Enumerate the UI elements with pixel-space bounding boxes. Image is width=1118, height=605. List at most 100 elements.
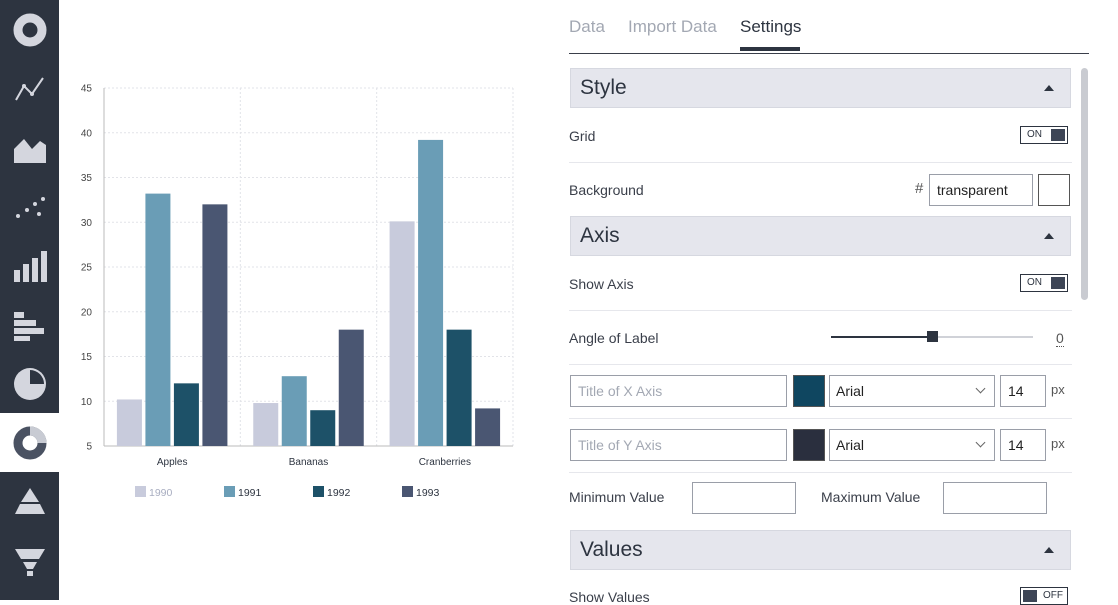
bar: [202, 204, 228, 446]
toggle-knob: [1023, 590, 1037, 602]
tab-data[interactable]: Data: [569, 17, 605, 36]
legend-swatch: [313, 486, 324, 497]
show-values-label: Show Values: [569, 589, 650, 605]
sidebar-item-ring[interactable]: [0, 413, 59, 472]
pie-chart-icon: [13, 367, 46, 400]
values-section-title: Values: [580, 538, 643, 561]
sidebar-item-area[interactable]: [0, 118, 59, 177]
sidebar-item-funnel[interactable]: [0, 531, 59, 590]
x-axis-font-size-input[interactable]: 14: [1000, 375, 1046, 407]
angle-slider-track[interactable]: [831, 331, 1033, 342]
divider: [569, 418, 1072, 419]
settings-panel: Data Import Data Settings Style Grid ON …: [569, 0, 1089, 605]
legend-swatch: [135, 486, 146, 497]
sidebar-item-line[interactable]: [0, 59, 59, 118]
x-axis-title-input[interactable]: Title of X Axis: [570, 375, 787, 407]
tab-bar: Data Import Data Settings: [569, 0, 1089, 54]
x-tick-label: Cranberries: [419, 457, 471, 468]
values-section-header[interactable]: Values: [570, 530, 1071, 570]
x-axis-color-swatch[interactable]: [793, 375, 825, 407]
bar: [475, 408, 501, 446]
legend-label: 1992: [327, 487, 351, 499]
bar: [418, 139, 444, 446]
chart-type-sidebar: [0, 0, 59, 600]
x-axis-font-value: Arial: [836, 383, 865, 399]
divider: [569, 364, 1072, 365]
maximum-value-input[interactable]: [943, 482, 1047, 514]
divider: [569, 310, 1072, 311]
x-tick-label: Apples: [157, 457, 188, 468]
y-axis-size-unit: px: [1051, 436, 1065, 451]
sidebar-item-donut[interactable]: [0, 0, 59, 59]
bar: [281, 376, 307, 446]
legend-swatch: [224, 486, 235, 497]
collapse-caret-icon[interactable]: [1044, 233, 1054, 239]
show-values-toggle[interactable]: OFF: [1020, 587, 1068, 605]
background-label: Background: [569, 182, 644, 198]
y-tick-label: 25: [81, 263, 93, 274]
y-tick-label: 20: [81, 307, 93, 318]
angle-slider-handle[interactable]: [927, 331, 938, 342]
axis-section-title: Axis: [580, 224, 620, 247]
x-axis-font-select[interactable]: Arial: [829, 375, 995, 407]
collapse-caret-icon[interactable]: [1044, 85, 1054, 91]
bar: [446, 329, 472, 446]
grid-toggle[interactable]: ON: [1020, 126, 1068, 144]
y-tick-label: 10: [81, 397, 93, 408]
panel-scrollbar[interactable]: [1081, 68, 1088, 300]
collapse-caret-icon[interactable]: [1044, 547, 1054, 553]
bar: [310, 410, 336, 446]
bar-chart: 5 10 15 20 25 30 35 40 45 Apples Bananas Cranberrie…: [70, 75, 530, 515]
pyramid-chart-icon: [14, 487, 45, 514]
sidebar-item-pyramid[interactable]: [0, 472, 59, 531]
style-section-header[interactable]: Style: [570, 68, 1071, 108]
divider: [569, 162, 1072, 163]
y-tick-label: 15: [81, 352, 93, 363]
y-axis-font-select[interactable]: Arial: [829, 429, 995, 461]
chevron-down-icon: [975, 437, 986, 448]
bar: [173, 383, 199, 446]
hash-symbol: #: [915, 180, 924, 197]
chevron-down-icon: [975, 383, 986, 394]
y-axis-title-input[interactable]: Title of Y Axis: [570, 429, 787, 461]
grid-toggle-text: ON: [1027, 129, 1042, 140]
grid-label: Grid: [569, 128, 596, 144]
y-axis-color-swatch[interactable]: [793, 429, 825, 461]
angle-slider-fill: [831, 336, 932, 338]
show-axis-toggle-text: ON: [1027, 277, 1042, 288]
bar: [116, 399, 142, 446]
minimum-value-label: Minimum Value: [569, 489, 665, 505]
sidebar-item-scatter[interactable]: [0, 177, 59, 236]
y-axis-font-value: Arial: [836, 437, 865, 453]
show-values-toggle-text: OFF: [1043, 590, 1063, 601]
axis-section-header[interactable]: Axis: [570, 216, 1071, 256]
horizontal-bar-chart-icon: [13, 311, 44, 341]
y-tick-label: 35: [81, 173, 93, 184]
tab-settings[interactable]: Settings: [740, 17, 802, 36]
background-color-input[interactable]: transparent: [929, 174, 1033, 206]
legend-swatch: [402, 486, 413, 497]
active-tab-indicator: [740, 47, 800, 51]
bar: [338, 329, 364, 446]
minimum-value-input[interactable]: [692, 482, 796, 514]
legend-label: 1990: [149, 487, 173, 499]
legend-label: 1991: [238, 487, 262, 499]
y-tick-label: 5: [86, 442, 92, 453]
bar: [145, 193, 171, 446]
sidebar-item-horizontal-bar[interactable]: [0, 295, 59, 354]
tab-import-data[interactable]: Import Data: [628, 17, 717, 36]
angle-value: 0: [1056, 330, 1064, 347]
funnel-chart-icon: [14, 548, 45, 576]
y-axis-font-size-input[interactable]: 14: [1000, 429, 1046, 461]
bar-chart-svg: 5 10 15 20 25 30 35 40 45 Apples Bananas Cranberrie…: [81, 84, 514, 499]
sidebar-item-pie[interactable]: [0, 354, 59, 413]
bar: [389, 221, 415, 446]
sidebar-item-bar[interactable]: [0, 236, 59, 295]
style-section-title: Style: [580, 76, 627, 99]
show-axis-toggle[interactable]: ON: [1020, 274, 1068, 292]
ring-chart-icon: [13, 426, 46, 459]
toggle-knob: [1051, 129, 1065, 141]
area-chart-icon: [13, 138, 46, 163]
background-color-swatch[interactable]: [1038, 174, 1070, 206]
y-tick-label: 30: [81, 218, 93, 229]
